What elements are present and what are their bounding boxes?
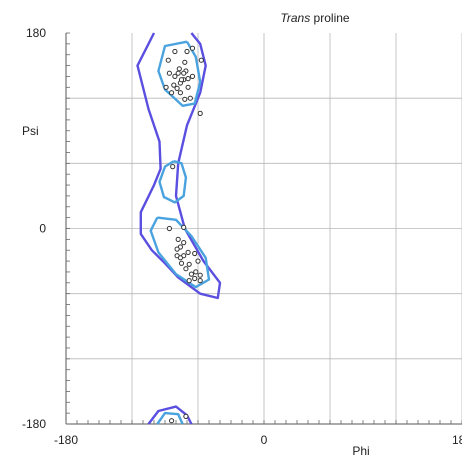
data-point <box>166 225 172 232</box>
data-point <box>171 82 177 88</box>
data-point <box>189 73 196 80</box>
data-point <box>170 164 176 170</box>
data-point <box>169 418 175 424</box>
data-point <box>174 246 180 252</box>
axes <box>65 32 462 425</box>
outer-contour <box>147 405 193 425</box>
data-point <box>187 95 193 101</box>
data-point <box>181 70 187 76</box>
data-point <box>176 66 182 72</box>
x-tick-label-middle: 0 <box>261 433 268 447</box>
chart-title: Trans proline <box>280 11 349 25</box>
labels: Trans proline Psi Phi 180 0 -180 -180 0 … <box>22 11 462 458</box>
data-point <box>178 260 185 266</box>
data-point <box>183 413 189 419</box>
data-point <box>192 250 198 257</box>
data-point <box>188 271 194 277</box>
data-point <box>185 84 191 90</box>
data-point <box>186 261 192 267</box>
data-point <box>185 76 191 82</box>
data-point <box>175 236 181 242</box>
x-minor-ticks <box>65 420 462 424</box>
data-point <box>197 110 203 117</box>
data-points <box>163 45 204 424</box>
x-tick-label-left: -180 <box>54 433 78 447</box>
chart-title-italic: Trans <box>280 11 310 25</box>
x-axis-label: Phi <box>352 444 369 458</box>
data-point <box>195 258 201 264</box>
y-tick-label-top: 180 <box>26 26 46 40</box>
data-point <box>182 96 188 102</box>
data-point <box>169 90 175 96</box>
data-point <box>182 59 188 65</box>
inner-contour <box>156 411 184 425</box>
y-minor-ticks <box>66 32 70 425</box>
data-point <box>174 85 180 92</box>
data-point <box>163 84 169 90</box>
data-point <box>181 224 187 230</box>
y-tick-label-bottom: -180 <box>22 417 46 431</box>
inner-contour <box>157 40 202 107</box>
chart-title-rest: proline <box>310 11 350 25</box>
data-point <box>183 266 189 272</box>
data-point <box>165 57 171 63</box>
data-point <box>186 278 192 284</box>
data-point <box>178 77 185 83</box>
data-point <box>185 249 191 255</box>
y-axis-label: Psi <box>22 124 39 138</box>
outer-contour <box>136 32 222 300</box>
data-point <box>175 70 181 76</box>
x-tick-label-right: 180 <box>452 433 462 447</box>
data-point <box>189 45 196 51</box>
data-point <box>198 57 204 63</box>
data-point <box>177 255 183 261</box>
inner-contour <box>158 160 188 204</box>
gridlines <box>66 33 462 424</box>
data-point <box>172 48 178 55</box>
y-tick-label-middle: 0 <box>39 222 46 236</box>
data-point <box>166 70 172 76</box>
data-point <box>197 278 203 284</box>
data-point <box>181 240 187 246</box>
data-point <box>177 90 183 96</box>
data-point <box>193 269 199 275</box>
data-point <box>172 73 178 80</box>
data-point <box>197 272 203 278</box>
data-point <box>192 275 198 282</box>
data-point <box>184 48 190 55</box>
